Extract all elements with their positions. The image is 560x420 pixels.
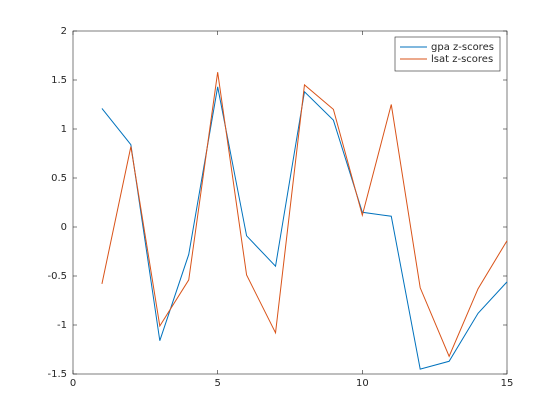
- y-tick-label: 1.5: [51, 75, 67, 86]
- y-tick-label: -1: [57, 320, 67, 331]
- x-tick-label: 0: [70, 378, 76, 389]
- x-tick-label: 5: [214, 378, 220, 389]
- y-tick-label: 0: [61, 222, 67, 233]
- line: [101, 72, 508, 358]
- line: [101, 86, 508, 370]
- legend-label: gpa z-scores: [431, 42, 494, 53]
- y-tick-label: 0.5: [51, 173, 67, 184]
- legend-label: lsat z-scores: [431, 54, 493, 65]
- legend-box: [394, 36, 501, 72]
- x-tick-label: 15: [501, 378, 514, 389]
- y-tick-label: -0.5: [47, 271, 67, 282]
- y-tick-label: 1: [61, 124, 67, 135]
- y-tick-label: 2: [61, 26, 67, 37]
- y-tick-label: -1.5: [47, 369, 67, 380]
- x-tick-label: 10: [356, 378, 369, 389]
- plot-area: [72, 30, 508, 375]
